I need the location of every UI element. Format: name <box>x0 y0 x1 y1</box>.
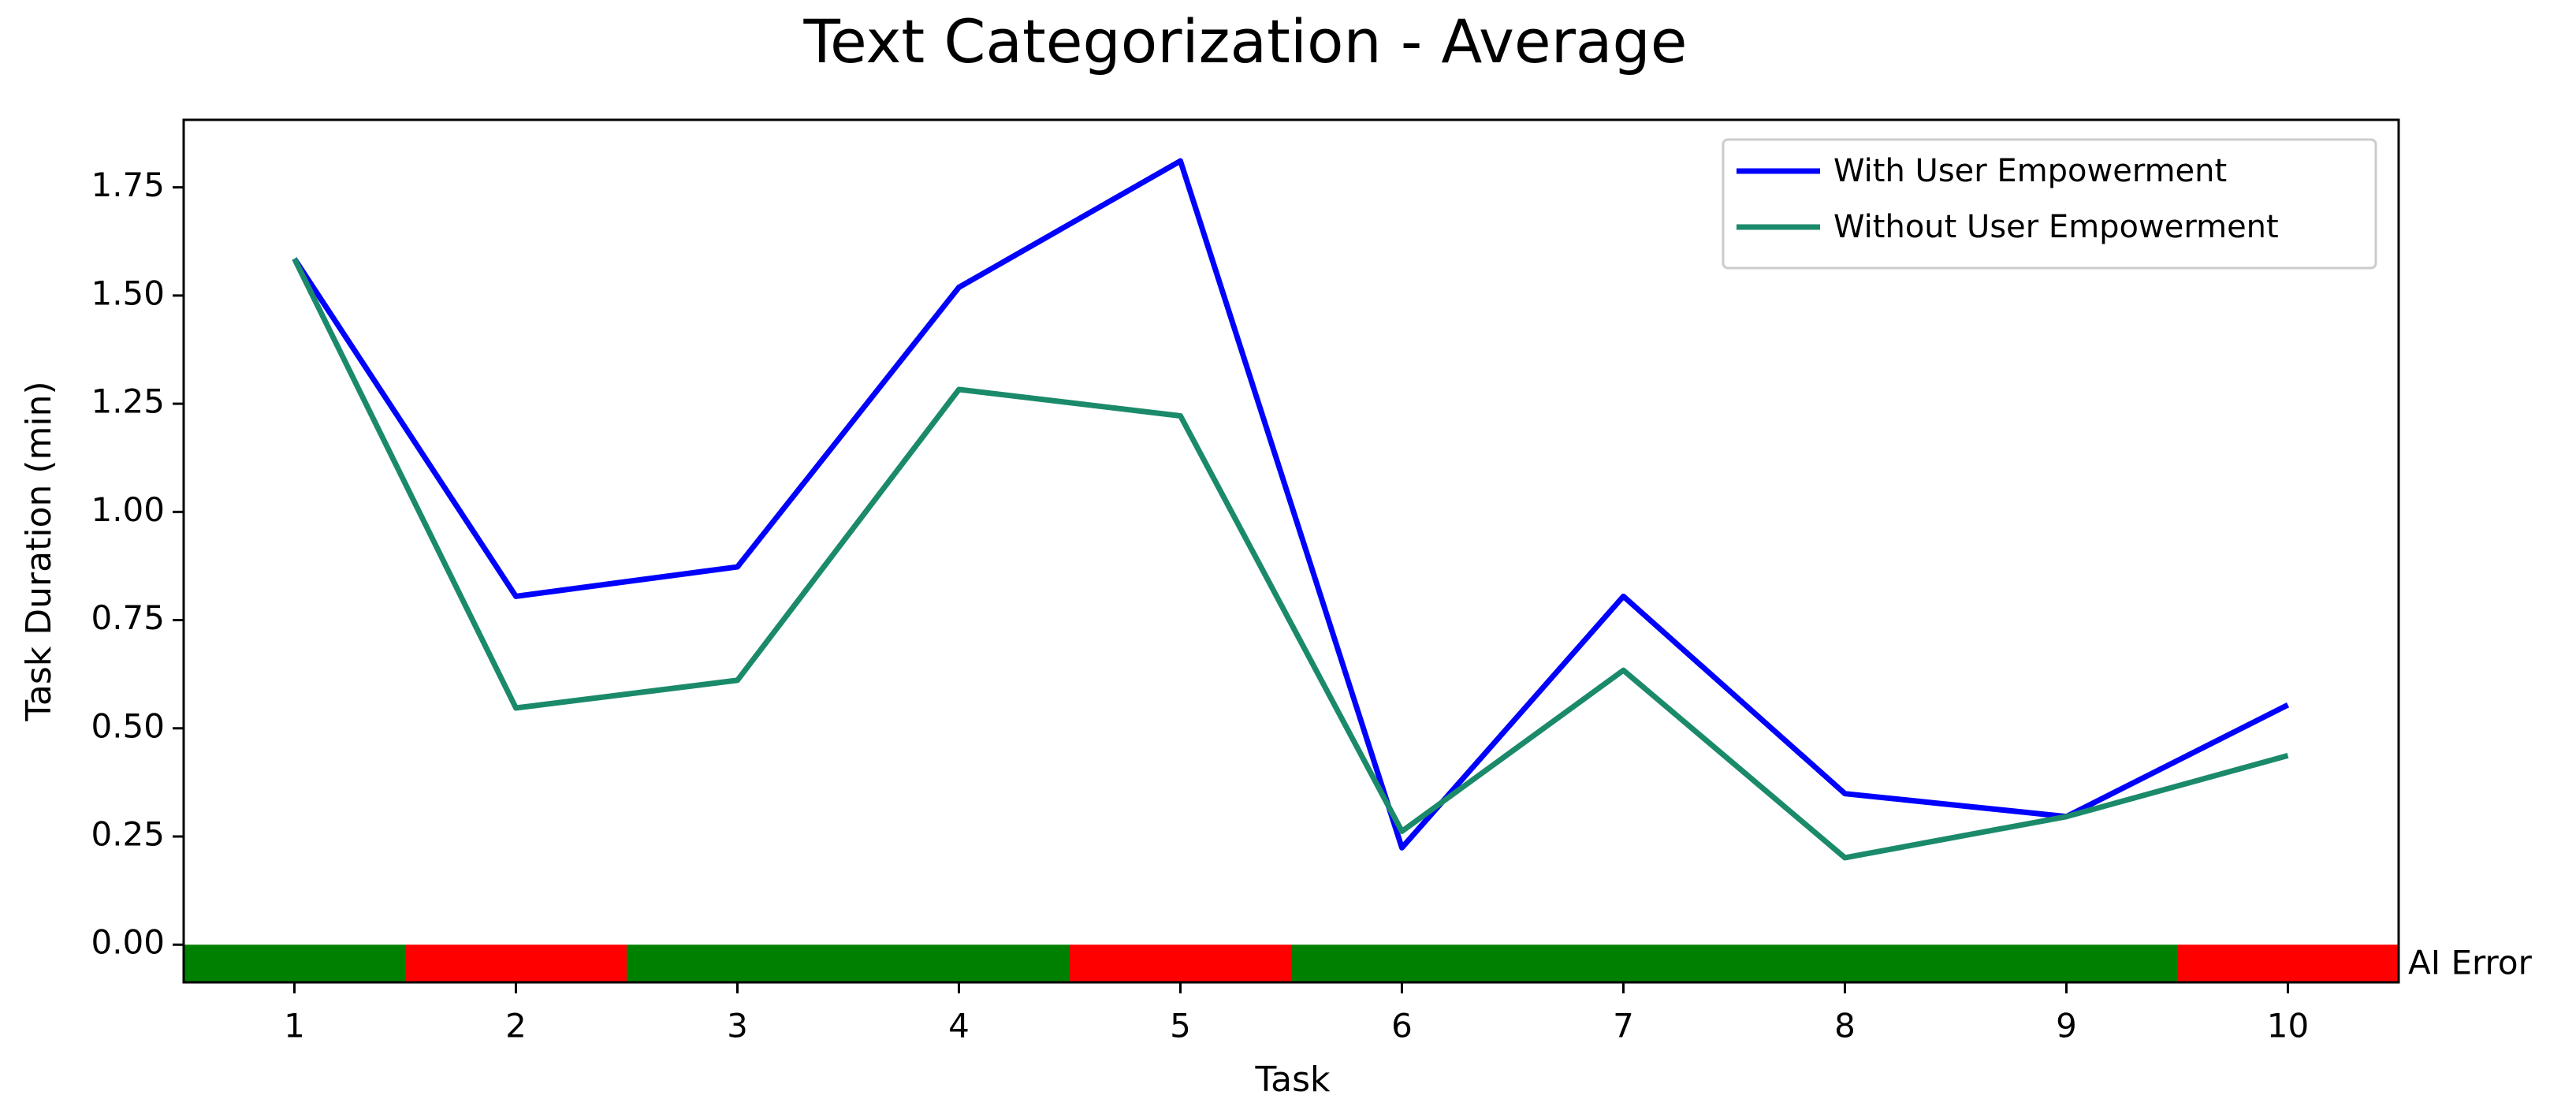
y-tick-label: 0.25 <box>91 815 165 854</box>
ai-error-label: AI Error <box>2408 944 2533 982</box>
x-tick-label: 5 <box>1170 1007 1191 1045</box>
ai-error-cell <box>2177 944 2399 982</box>
x-tick-label: 10 <box>2267 1007 2309 1045</box>
ai-error-cell <box>184 944 405 982</box>
ai-error-cell <box>1070 944 1291 982</box>
y-tick-label: 1.25 <box>91 382 165 421</box>
series-line <box>292 158 2290 851</box>
x-tick-label: 6 <box>1391 1007 1413 1045</box>
y-tick-label: 0.00 <box>91 923 165 962</box>
x-tick-label: 7 <box>1613 1007 1634 1045</box>
chart-title: Text Categorization - Average <box>802 6 1687 76</box>
legend-box <box>1722 138 2377 270</box>
x-tick-label: 2 <box>505 1007 527 1045</box>
y-tick-label: 1.00 <box>91 490 165 529</box>
y-tick-label: 0.50 <box>91 706 165 745</box>
ai-error-cell <box>1291 944 1513 982</box>
x-tick-label: 1 <box>284 1007 305 1045</box>
legend-label: Without User Empowerment <box>1833 209 2279 245</box>
y-tick-label: 0.75 <box>91 598 165 637</box>
ai-error-cell <box>1734 944 1956 982</box>
x-tick-label: 9 <box>2056 1007 2077 1045</box>
y-axis-label: Task Duration (min) <box>19 381 59 721</box>
x-tick-label: 8 <box>1834 1007 1856 1045</box>
y-tick-label: 1.75 <box>91 166 165 204</box>
ai-error-cell <box>1513 944 1734 982</box>
x-axis-label: Task <box>1255 1060 1331 1100</box>
y-tick-label: 1.50 <box>91 274 165 312</box>
legend-label: With User Empowerment <box>1833 153 2227 189</box>
ai-error-cell <box>848 944 1070 982</box>
ai-error-cell <box>1956 944 2177 982</box>
plot-frame <box>182 118 2400 984</box>
x-tick-label: 4 <box>948 1007 970 1045</box>
x-tick-label: 3 <box>727 1007 748 1045</box>
ai-error-cell <box>405 944 627 982</box>
ai-error-cell <box>627 944 848 982</box>
series-line <box>292 257 2289 861</box>
